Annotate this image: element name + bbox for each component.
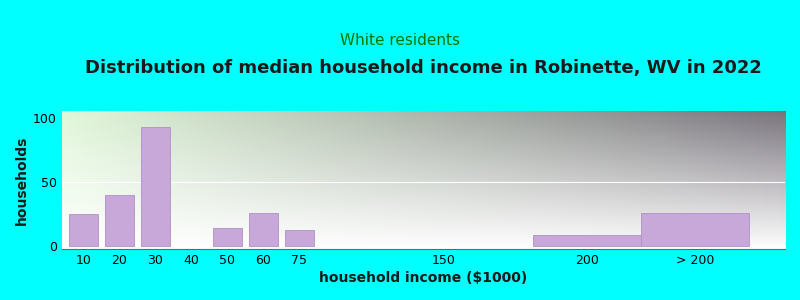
Bar	[213, 228, 242, 246]
Bar	[249, 213, 278, 246]
Y-axis label: households: households	[15, 136, 29, 225]
Bar	[105, 195, 134, 246]
Bar	[141, 127, 170, 246]
Bar	[641, 213, 749, 246]
Title: Distribution of median household income in Robinette, WV in 2022: Distribution of median household income …	[85, 58, 762, 76]
Bar	[69, 214, 98, 246]
X-axis label: household income ($1000): household income ($1000)	[319, 271, 527, 285]
Bar	[533, 235, 641, 246]
Bar	[285, 230, 314, 246]
Text: City-Data.com: City-Data.com	[590, 134, 670, 144]
Text: White residents: White residents	[340, 33, 460, 48]
